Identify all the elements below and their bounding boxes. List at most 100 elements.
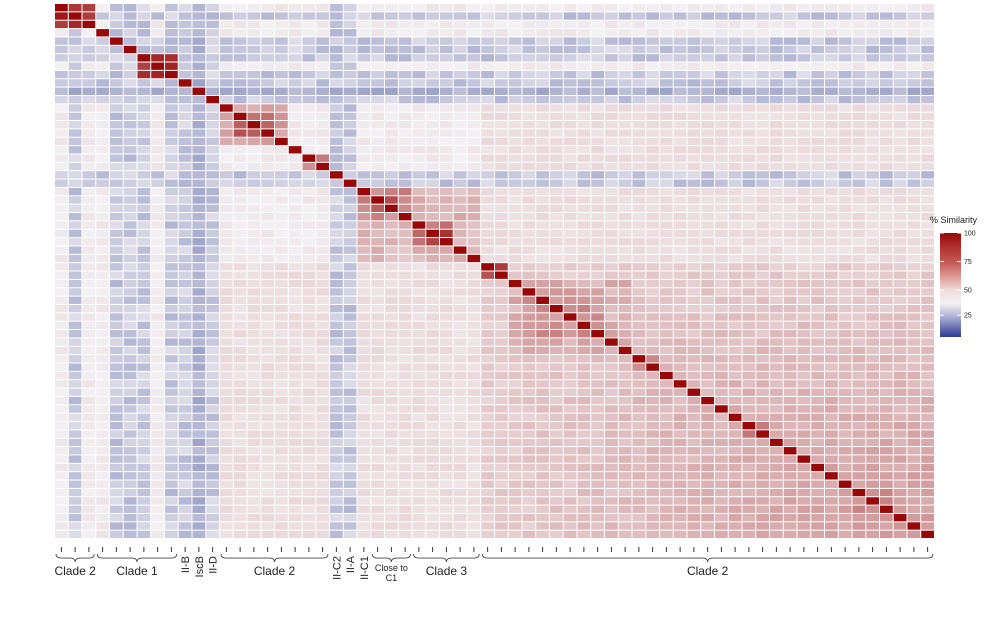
heatmap-cell [838, 522, 852, 530]
heatmap-cell [866, 196, 879, 204]
heatmap-cell [742, 304, 756, 313]
heatmap-cell [825, 488, 838, 497]
heatmap-cell [536, 505, 549, 513]
heatmap-cell [316, 413, 329, 421]
heatmap-cell [426, 104, 439, 112]
heatmap-cell [728, 104, 742, 112]
heatmap-cell [522, 338, 536, 346]
heatmap-cell [742, 355, 756, 363]
heatmap-cell [302, 129, 316, 137]
heatmap-cell [632, 229, 646, 238]
heatmap-cell [412, 129, 426, 137]
heatmap-cell [343, 45, 357, 54]
heatmap-cell [825, 121, 838, 129]
heatmap-cell [550, 438, 563, 447]
heatmap-cell [151, 187, 164, 196]
heatmap-cell [563, 4, 577, 12]
heatmap-cell [178, 438, 192, 447]
heatmap-cell [316, 346, 329, 355]
heatmap-cell [440, 330, 453, 338]
heatmap-cell [618, 380, 632, 388]
heatmap-cell [673, 488, 687, 497]
heatmap-cell [96, 137, 109, 146]
heatmap-cell [55, 438, 68, 447]
heatmap-cell [660, 279, 673, 288]
heatmap-cell [261, 154, 274, 162]
heatmap-cell [275, 104, 288, 112]
heatmap-cell [508, 204, 522, 212]
heatmap-cell [55, 238, 68, 246]
heatmap-cell [481, 455, 494, 463]
heatmap-cell [605, 70, 618, 79]
heatmap-cell [137, 204, 151, 212]
heatmap-cell [880, 321, 893, 330]
heatmap-cell [577, 121, 591, 129]
heatmap-cell [206, 371, 219, 380]
heatmap-cell [330, 430, 343, 438]
heatmap-cell [783, 304, 797, 313]
heatmap-cell [591, 388, 604, 396]
heatmap-cell [563, 363, 577, 371]
group-label: Close to [375, 563, 408, 573]
heatmap-cell [440, 313, 453, 321]
heatmap-cell [825, 505, 838, 513]
heatmap-cell [907, 87, 921, 95]
heatmap-cell [783, 413, 797, 421]
heatmap-cell [137, 447, 151, 455]
heatmap-cell [275, 447, 288, 455]
heatmap-cell [385, 129, 398, 137]
heatmap-cell [316, 79, 329, 87]
heatmap-cell [742, 522, 756, 530]
heatmap-cell [550, 271, 563, 279]
heatmap-cell [110, 112, 123, 121]
heatmap-cell [728, 171, 742, 179]
heatmap-cell [797, 238, 811, 246]
heatmap-cell [398, 321, 412, 330]
heatmap-cell [646, 363, 659, 371]
heatmap-cell [481, 380, 494, 388]
heatmap-cell [522, 137, 536, 146]
heatmap-cell [825, 513, 838, 522]
heatmap-cell [68, 229, 82, 238]
heatmap-cell [343, 288, 357, 296]
heatmap-cell [632, 472, 646, 480]
heatmap-cell [440, 488, 453, 497]
heatmap-cell [825, 497, 838, 505]
heatmap-cell [440, 95, 453, 104]
heatmap-cell [893, 430, 907, 438]
heatmap-cell [770, 304, 783, 313]
heatmap-cell [453, 187, 467, 196]
heatmap-cell [770, 355, 783, 363]
heatmap-cell [550, 463, 563, 472]
heatmap-cell [398, 371, 412, 380]
heatmap-cell [68, 54, 82, 62]
heatmap-cell [55, 112, 68, 121]
heatmap-cell [783, 371, 797, 380]
heatmap-cell [151, 438, 164, 447]
heatmap-cell [343, 355, 357, 363]
heatmap-cell [811, 20, 824, 29]
heatmap-cell [687, 405, 701, 413]
heatmap-cell [632, 204, 646, 212]
heatmap-cell [233, 338, 247, 346]
heatmap-cell [646, 513, 659, 522]
heatmap-cell [893, 505, 907, 513]
heatmap-cell [110, 388, 123, 396]
heatmap-cell [206, 104, 219, 112]
heatmap-cell [275, 95, 288, 104]
heatmap-cell [921, 221, 934, 229]
heatmap-cell [673, 129, 687, 137]
heatmap-cell [55, 480, 68, 488]
heatmap-cell [605, 204, 618, 212]
heatmap-cell [220, 313, 233, 321]
heatmap-cell [398, 29, 412, 37]
heatmap-cell [220, 522, 233, 530]
heatmap-cell [591, 472, 604, 480]
heatmap-cell [715, 480, 728, 488]
heatmap-cell [605, 396, 618, 405]
heatmap-cell [838, 388, 852, 396]
heatmap-cell [96, 405, 109, 413]
heatmap-cell [701, 346, 714, 355]
heatmap-cell [137, 187, 151, 196]
heatmap-cell [921, 505, 934, 513]
